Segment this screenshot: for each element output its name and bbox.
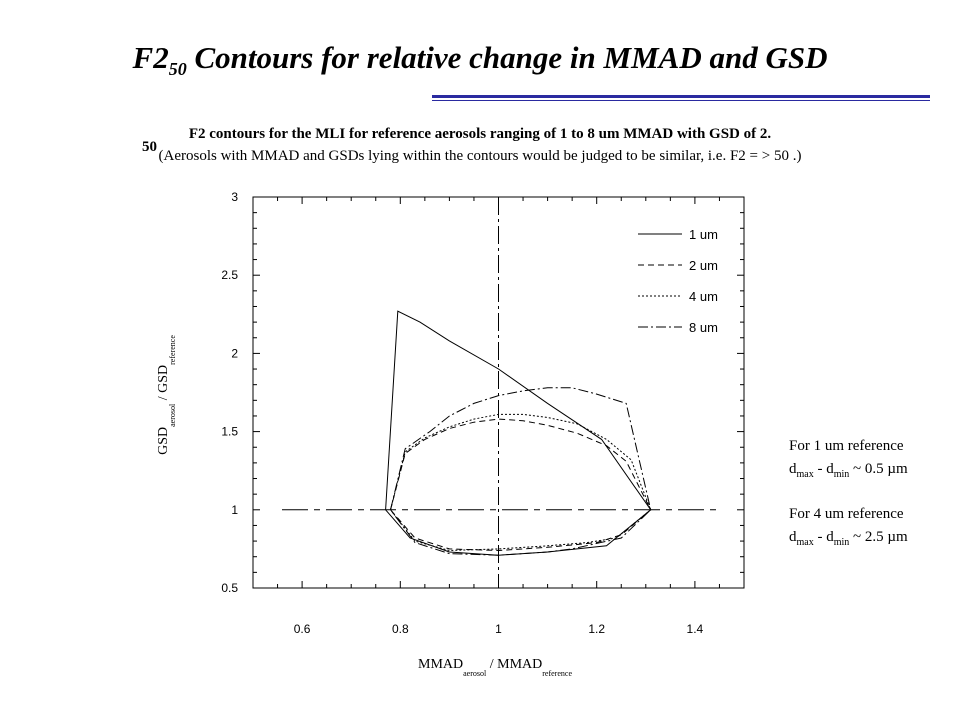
note-2-formula: dmax - dmin ~ 2.5 µm [789,529,908,548]
page-title: F250 Contours for relative change in MMA… [132,40,828,80]
reference-lines [282,197,722,588]
axis-tick-labels: 0.6 0.8 1 1.2 1.4 0.5 1 1.5 2 2.5 3 [221,190,703,636]
y-axis-label: GSDaerosol / GSDreference [156,335,177,455]
series-lines [385,310,652,556]
x-tick-label: 1.4 [687,622,704,636]
x-tick-label: 1.2 [588,622,605,636]
note-1-heading: For 1 um reference [789,438,904,454]
series-line-1 [385,310,652,556]
legend-label-2: 2 um [689,258,718,273]
y-tick-label: 1.5 [221,425,238,439]
x-tick-label: 0.8 [392,622,409,636]
series-line-2 [390,418,652,552]
caption-line-2: (Aerosols with MMAD and GSDs lying withi… [158,148,802,164]
y-tick-label: 2 [231,346,238,360]
note-1-formula: dmax - dmin ~ 0.5 µm [789,461,908,480]
series-line-4 [390,387,652,556]
y-tick-label: 3 [231,190,238,204]
legend-label-4: 8 um [689,320,718,335]
x-tick-label: 1 [495,622,502,636]
x-tick-label: 0.6 [294,622,311,636]
legend-label-1: 1 um [689,227,718,242]
caption-line-1: F2 contours for the MLI for reference ae… [188,126,772,142]
y-tick-label: 2.5 [221,268,238,282]
caption-line-1-subscript: 50 [142,139,157,155]
note-2-heading: For 4 um reference [789,506,904,522]
legend-label-3: 4 um [689,289,718,304]
y-tick-label: 1 [231,503,238,517]
y-tick-label: 0.5 [221,581,238,595]
title-rule-thin [432,100,930,101]
legend: 1 um 2 um 4 um 8 um [638,227,718,335]
title-rule-thick [432,95,930,98]
series-line-3 [390,413,652,552]
x-axis-label: MMADaerosol / MMADreference [418,657,572,678]
